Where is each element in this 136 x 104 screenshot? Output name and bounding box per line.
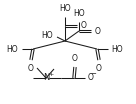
Text: −: −: [90, 72, 96, 77]
Text: HO: HO: [111, 45, 123, 53]
Text: HO: HO: [6, 45, 18, 53]
Text: O: O: [95, 27, 101, 35]
Text: O: O: [72, 54, 78, 63]
Text: HO: HO: [41, 32, 53, 40]
Text: HO: HO: [73, 9, 85, 18]
Text: O: O: [96, 64, 102, 73]
Text: +: +: [48, 72, 54, 77]
Text: O: O: [28, 64, 34, 73]
Text: O: O: [88, 74, 94, 82]
Text: O: O: [81, 22, 87, 30]
Text: N: N: [43, 74, 49, 82]
Text: HO: HO: [59, 4, 71, 13]
